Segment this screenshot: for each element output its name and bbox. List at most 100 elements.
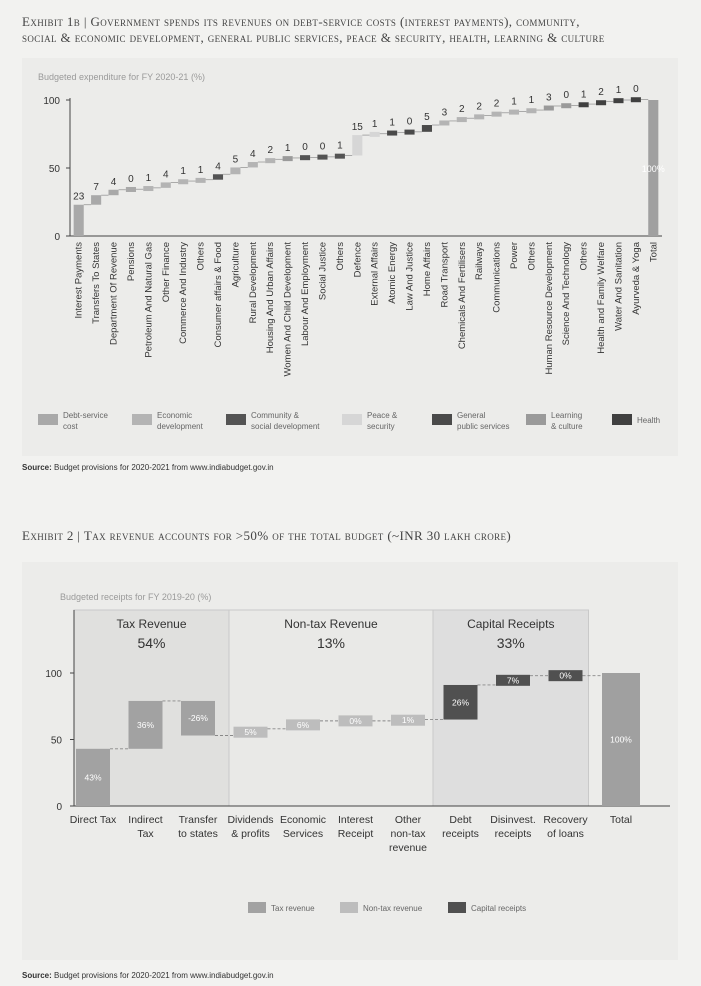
legend-swatch <box>448 902 466 913</box>
x-tick-label: Total <box>610 814 632 826</box>
x-tick-label: Atomic Energy <box>387 242 398 304</box>
data-label: 4 <box>163 169 169 180</box>
bar <box>561 103 572 109</box>
section-title: Tax Revenue <box>116 617 186 631</box>
bar <box>387 130 398 136</box>
legend-label: Community & <box>251 411 300 420</box>
legend-swatch <box>226 414 246 425</box>
data-label: 3 <box>442 107 448 118</box>
x-tick-label: Transfers To States <box>91 242 102 324</box>
bar <box>334 153 345 159</box>
section-percent: 33% <box>497 635 525 651</box>
x-tick-label: Economic <box>280 814 326 826</box>
x-tick-label: Direct Tax <box>70 814 117 826</box>
data-label: 4 <box>250 149 256 160</box>
x-tick-label: Others <box>196 242 207 271</box>
source-text: Budget provisions for 2020-2021 from www… <box>54 463 274 472</box>
x-tick-label: Defence <box>352 242 363 277</box>
y-tick-label: 100 <box>43 96 60 107</box>
bar <box>108 189 119 196</box>
bar <box>125 186 136 192</box>
section-title: Capital Receipts <box>467 617 554 631</box>
data-label: 0 <box>563 90 569 101</box>
bar <box>602 673 640 806</box>
y-tick-label: 50 <box>49 164 61 175</box>
data-label: 5 <box>233 154 239 165</box>
bar <box>474 114 485 120</box>
legend-label: cost <box>63 422 78 431</box>
data-label: 1 <box>198 165 204 176</box>
bar <box>178 179 189 185</box>
legend-swatch <box>432 414 452 425</box>
bar <box>181 700 215 736</box>
bar <box>352 135 363 156</box>
x-tick-label: Chemicals And Fertilisers <box>457 242 468 349</box>
legend-label: social development <box>251 422 320 431</box>
bar <box>195 177 206 183</box>
section-title: Non-tax Revenue <box>284 617 378 631</box>
exhibit-2-title: Exhibit 2 | Tax revenue accounts for >50… <box>22 528 512 543</box>
x-tick-label: receipts <box>495 828 532 840</box>
bar <box>391 714 425 726</box>
bar <box>491 111 502 117</box>
data-label: 1 <box>529 95 535 106</box>
bar <box>543 105 554 111</box>
legend-swatch <box>612 414 632 425</box>
x-tick-label: of loans <box>547 828 584 840</box>
x-tick-label: Health and Family Welfare <box>596 242 607 354</box>
bar <box>286 719 320 731</box>
bar <box>212 174 224 180</box>
section-percent: 54% <box>137 635 165 651</box>
x-tick-label: Interest Payments <box>74 242 85 319</box>
x-tick-label: Science And Technology <box>561 242 572 346</box>
x-tick-label: Debt <box>449 814 471 826</box>
bar <box>526 108 537 114</box>
data-label: 4 <box>215 161 221 172</box>
data-label: 6% <box>297 720 310 730</box>
x-tick-label: Interest <box>338 814 373 826</box>
bar <box>76 748 110 806</box>
x-tick-label: Home Affairs <box>422 242 433 296</box>
data-label: 0 <box>633 84 639 95</box>
x-tick-label: Women And Child Development <box>283 242 294 377</box>
data-label: 2 <box>598 87 604 98</box>
data-label: 0 <box>407 117 413 128</box>
x-tick-label: Railways <box>474 242 485 280</box>
source-text: Budget provisions for 2020-2021 from www… <box>54 971 274 980</box>
data-label: 2 <box>494 99 500 110</box>
bar <box>160 182 171 188</box>
x-tick-label: Disinvest. <box>490 814 536 826</box>
legend-swatch <box>132 414 152 425</box>
bar <box>91 195 102 205</box>
data-label: 2 <box>476 101 482 112</box>
x-tick-label: Receipt <box>338 828 374 840</box>
y-tick-label: 50 <box>51 736 63 747</box>
legend-swatch <box>342 414 362 425</box>
data-label: 1 <box>372 119 378 130</box>
x-tick-label: to states <box>178 828 218 840</box>
x-tick-label: Pensions <box>126 242 137 281</box>
data-label: 26% <box>452 697 469 707</box>
x-tick-label: Rural Development <box>248 242 259 324</box>
expenditure-chart-panel: Budgeted expenditure for FY 2020-21 (%) 0… <box>22 58 678 456</box>
exhibit-1b-title: Exhibit 1b | Government spends its reven… <box>22 14 605 46</box>
legend-label: & culture <box>551 422 583 431</box>
legend-label: Peace & <box>367 411 398 420</box>
data-label: 7 <box>93 182 99 193</box>
legend-swatch <box>248 902 266 913</box>
bar <box>230 167 241 175</box>
legend-swatch <box>526 414 546 425</box>
bar <box>578 102 589 108</box>
bar <box>317 154 328 160</box>
bar <box>233 726 268 738</box>
data-label: 100% <box>610 735 632 745</box>
x-tick-label: Recovery <box>543 814 588 826</box>
bar <box>648 100 659 236</box>
y-tick-label: 0 <box>54 232 60 243</box>
x-tick-label: Human Resource Development <box>544 242 555 375</box>
legend-label: Economic <box>157 411 192 420</box>
chart-title: Budgeted expenditure for FY 2020-21 (%) <box>38 72 205 82</box>
data-label: 1 <box>616 85 622 96</box>
data-label: 7% <box>507 675 520 685</box>
bar <box>508 109 520 115</box>
